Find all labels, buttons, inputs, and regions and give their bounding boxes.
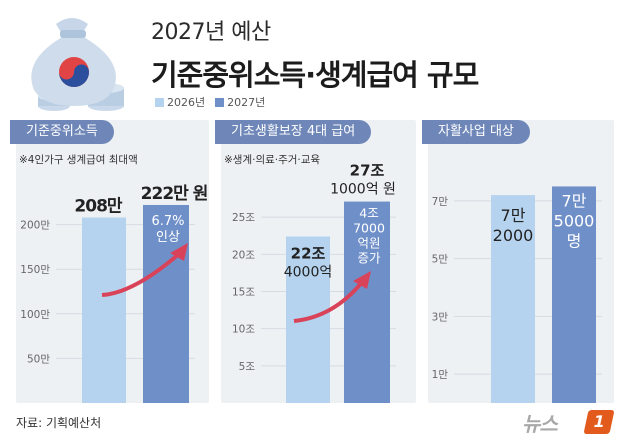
bar-2026: [82, 217, 126, 403]
inside-label: 억원: [357, 236, 380, 251]
inside-label: 7000: [353, 221, 385, 236]
inside-label: 인상: [156, 230, 180, 245]
header: 2027년 예산 기준중위소득·생계급여 규모 2026년 2027년: [0, 0, 628, 118]
legend-label-2027: 2027년: [227, 96, 266, 109]
legend-label-2026: 2026년: [167, 96, 206, 109]
legend: 2026년 2027년: [155, 94, 265, 110]
y-tick-label: 200만: [20, 220, 50, 232]
inside-label: 4조: [359, 206, 378, 221]
y-tick-label: 50만: [27, 353, 50, 365]
increase-arrow: [101, 251, 182, 297]
inside-label: 증가: [357, 251, 381, 266]
title-year-budget: 2027년 예산: [151, 20, 271, 45]
panel-title: 기초생활보장 4대 급여: [214, 120, 372, 144]
y-tick-label: 100만: [20, 309, 50, 321]
page-title: 기준중위소득·생계급여 규모: [151, 58, 479, 92]
panel-title: 자활사업 대상: [422, 120, 530, 144]
legend-item-2027: 2027년: [215, 94, 265, 110]
data-label-2027: 5000: [554, 211, 595, 230]
y-tick-label: 5만: [432, 254, 449, 266]
panel-note: ※4인가구 생계급여 최대액: [19, 154, 138, 166]
bar-2026: [491, 195, 535, 403]
data-label-2026: 4000억: [284, 264, 333, 280]
data-label-2027: 27조: [350, 162, 385, 180]
bar-2027: [143, 204, 189, 403]
chart-median-income: 50만 100만 150만 200만 208만 222만 원 6.7%인상: [20, 184, 209, 403]
data-label-2027: 222만 원: [141, 184, 208, 204]
bar-2027: [552, 186, 596, 403]
legend-swatch-2026: [155, 97, 164, 107]
legend-item-2026: 2026년: [155, 94, 205, 110]
source-note: 자료: 기획예산처: [16, 416, 102, 430]
news-logo-mark: 1: [583, 410, 615, 434]
y-tick-label: 20조: [232, 249, 255, 261]
y-tick-label: 1만: [432, 369, 449, 381]
legend-swatch-2027: [215, 97, 225, 107]
chart-basic-livelihood: 5조 10조 15조 20조 25조 22조 4000억 27조 1000억 원 4조7000억원…: [232, 162, 396, 403]
increase-arrowhead: [353, 271, 371, 289]
data-label-2027: 1000억 원: [330, 182, 396, 198]
panel-median-income: 기준중위소득 ※4인가구 생계급여 최대액 50만 100만 150만 200만 208…: [10, 120, 209, 403]
panel-basic-livelihood: 기초생활보장 4대 급여 ※생계·의료·주거·교육 5조 10조 15조 20조 25조…: [214, 120, 416, 403]
y-tick-label: 15조: [232, 287, 255, 299]
y-tick-label: 10조: [232, 324, 255, 336]
panel-title: 기준중위소득: [10, 120, 114, 144]
news-logo-text: 뉴스: [522, 412, 558, 436]
data-label-2027: 7만: [562, 191, 587, 210]
y-tick-label: 150만: [20, 264, 50, 276]
inside-label: 6.7%: [151, 214, 184, 229]
data-label-2026: 7만: [501, 206, 526, 225]
increase-arrowhead: [170, 243, 188, 261]
money-bag-icon: [31, 18, 124, 111]
panel-note: ※생계·의료·주거·교육: [224, 154, 321, 166]
y-tick-label: 7만: [432, 196, 449, 208]
y-tick-label: 3만: [432, 311, 449, 323]
y-tick-label: 5조: [239, 361, 256, 373]
y-tick-label: 25조: [232, 212, 255, 224]
data-label-2026: 2000: [493, 226, 534, 245]
bar-2027: [344, 201, 390, 403]
data-label-2027: 명: [567, 231, 582, 250]
panel-self-sufficiency: 자활사업 대상 1만 3만 5만 7만 7만 2000 7만 5000 명: [422, 120, 614, 403]
data-label-2026: 208만: [74, 196, 122, 216]
data-label-2026: 22조: [291, 244, 326, 262]
increase-arrow: [293, 279, 365, 323]
